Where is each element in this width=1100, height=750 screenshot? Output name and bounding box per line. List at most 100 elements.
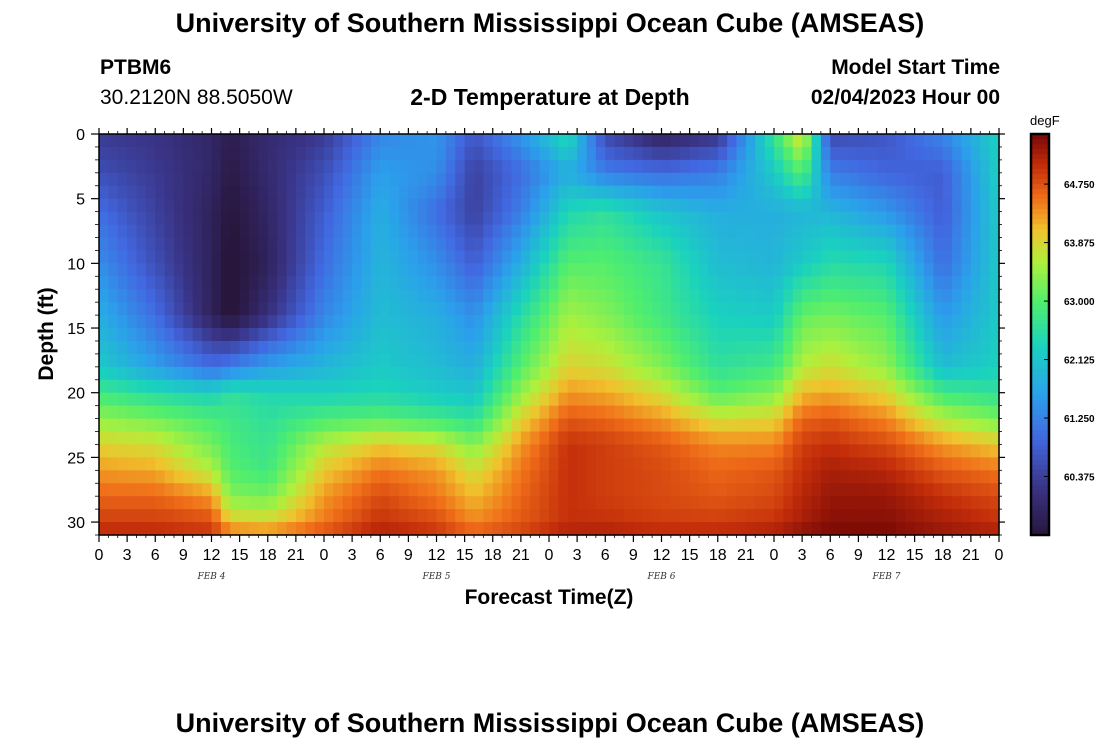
- heatmap-cell: [211, 237, 222, 252]
- heatmap-cell: [399, 405, 409, 420]
- heatmap-cell: [989, 302, 1000, 316]
- heatmap-cell: [483, 522, 494, 536]
- heatmap-cell: [164, 250, 175, 264]
- heatmap-cell: [802, 379, 813, 394]
- heatmap-cell: [558, 250, 569, 264]
- heatmap-cell: [624, 366, 634, 381]
- heatmap-cell: [670, 431, 681, 446]
- heatmap-cell: [286, 198, 297, 213]
- heatmap-cell: [136, 366, 147, 381]
- heatmap-cell: [727, 276, 738, 290]
- heatmap-cell: [417, 522, 428, 536]
- heatmap-cell: [183, 198, 194, 213]
- heatmap-cell: [877, 340, 888, 355]
- heatmap-cell: [324, 353, 334, 368]
- heatmap-cell: [961, 250, 972, 264]
- heatmap-cell: [333, 289, 344, 303]
- heatmap-cell: [605, 522, 616, 536]
- heatmap-cell: [408, 379, 419, 394]
- heatmap-cell: [895, 431, 906, 446]
- heatmap-cell: [155, 328, 166, 342]
- heatmap-cell: [774, 211, 784, 226]
- heatmap-cell: [633, 211, 644, 226]
- heatmap-cell: [652, 328, 663, 342]
- heatmap-cell: [980, 263, 991, 277]
- heatmap-cell: [792, 340, 803, 355]
- heatmap-cell: [145, 211, 156, 226]
- heatmap-cell: [352, 159, 363, 174]
- heatmap-cell: [858, 289, 869, 303]
- heatmap-cell: [558, 159, 569, 174]
- heatmap-cell: [399, 457, 409, 471]
- heatmap-cell: [708, 405, 719, 420]
- heatmap-cell: [399, 431, 409, 446]
- heatmap-cell: [183, 315, 194, 329]
- heatmap-cell: [652, 172, 663, 187]
- heatmap-cell: [258, 134, 269, 148]
- heatmap-cell: [745, 146, 756, 161]
- heatmap-cell: [361, 509, 372, 523]
- heatmap-cell: [108, 211, 119, 226]
- heatmap-cell: [867, 392, 878, 407]
- heatmap-cell: [445, 470, 456, 484]
- heatmap-cell: [849, 353, 859, 368]
- heatmap-cell: [427, 263, 438, 277]
- heatmap-cell: [342, 263, 353, 277]
- heatmap-cell: [164, 392, 175, 407]
- heatmap-cell: [830, 522, 841, 536]
- heatmap-cell: [445, 289, 456, 303]
- heatmap-cell: [295, 159, 306, 174]
- heatmap-cell: [924, 405, 934, 420]
- heatmap-cell: [220, 353, 231, 368]
- heatmap-cell: [802, 405, 813, 420]
- heatmap-cell: [220, 237, 231, 252]
- heatmap-cell: [970, 198, 981, 213]
- heatmap-cell: [520, 353, 531, 368]
- heatmap-cell: [352, 302, 363, 316]
- colorbar-segment: [1031, 269, 1049, 275]
- heatmap-cell: [577, 405, 588, 420]
- heatmap-cell: [849, 379, 859, 394]
- heatmap-cell: [464, 250, 475, 264]
- heatmap-cell: [661, 211, 672, 226]
- heatmap-cell: [164, 379, 175, 394]
- heatmap-cell: [436, 483, 447, 497]
- heatmap-cell: [389, 353, 400, 368]
- heatmap-cell: [905, 263, 916, 277]
- heatmap-cell: [445, 237, 456, 252]
- x-tick-label: 6: [826, 547, 835, 564]
- heatmap-cell: [370, 418, 381, 433]
- colorbar-segment: [1031, 419, 1049, 426]
- heatmap-cell: [258, 211, 269, 226]
- heatmap-cell: [155, 509, 166, 523]
- heatmap-cell: [399, 263, 409, 277]
- heatmap-cell: [839, 392, 850, 407]
- heatmap-cell: [117, 340, 128, 355]
- heatmap-cell: [633, 509, 644, 523]
- heatmap-cell: [867, 211, 878, 226]
- heatmap-cell: [567, 509, 578, 523]
- heatmap-cell: [483, 496, 494, 510]
- heatmap-cell: [220, 134, 231, 148]
- heatmap-cell: [445, 211, 456, 226]
- heatmap-cell: [689, 289, 700, 303]
- heatmap-cell: [820, 159, 831, 174]
- heatmap-cell: [530, 340, 541, 355]
- heatmap-cell: [642, 366, 653, 381]
- heatmap-cell: [370, 185, 381, 200]
- heatmap-cell: [145, 366, 156, 381]
- heatmap-cell: [980, 211, 991, 226]
- heatmap-cell: [914, 366, 925, 381]
- heatmap-cell: [792, 431, 803, 446]
- heatmap-cell: [633, 405, 644, 420]
- heatmap-cell: [370, 328, 381, 342]
- heatmap-cell: [792, 224, 803, 239]
- heatmap-cell: [117, 392, 128, 407]
- heatmap-cell: [699, 159, 709, 174]
- heatmap-cell: [211, 185, 222, 200]
- heatmap-cell: [792, 211, 803, 226]
- heatmap-cell: [755, 392, 766, 407]
- heatmap-cell: [99, 263, 109, 277]
- heatmap-cell: [558, 172, 569, 187]
- heatmap-cell: [249, 366, 259, 381]
